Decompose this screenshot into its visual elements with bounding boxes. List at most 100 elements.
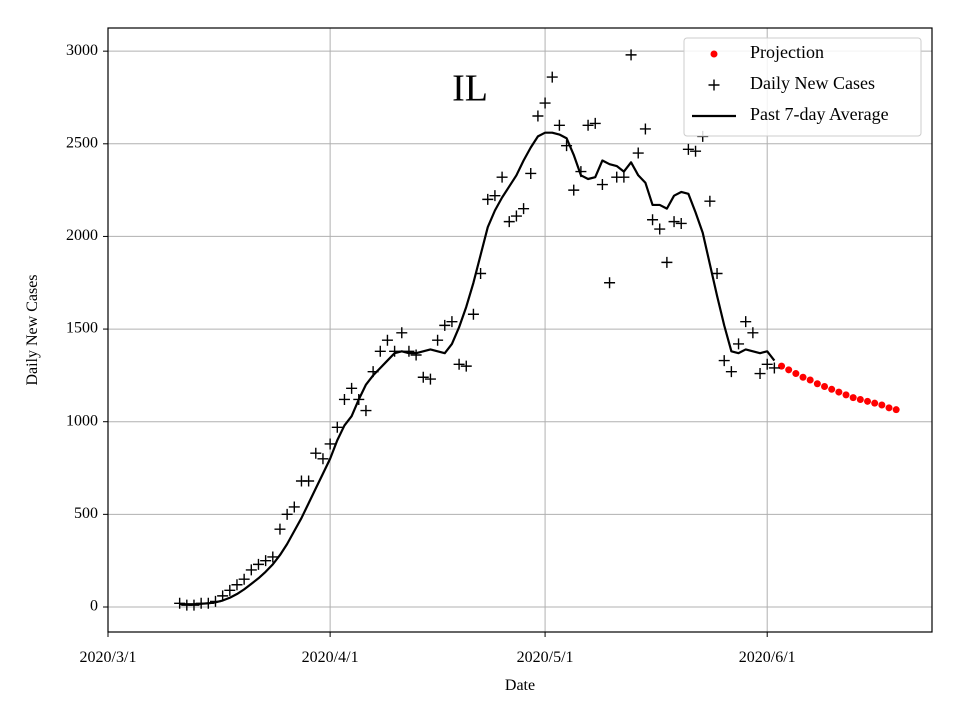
case-marker: [632, 147, 644, 159]
projection-point: [892, 406, 900, 414]
y-tick-label: 2000: [66, 227, 98, 244]
case-marker: [661, 256, 673, 268]
y-tick-label: 3000: [66, 42, 98, 59]
case-marker: [675, 217, 687, 229]
case-marker: [467, 308, 479, 320]
case-marker: [553, 119, 565, 131]
case-marker: [690, 145, 702, 157]
case-marker: [460, 360, 472, 372]
case-marker: [496, 171, 508, 183]
case-marker: [453, 358, 465, 370]
case-marker: [668, 216, 680, 228]
case-marker: [417, 371, 429, 383]
case-marker: [711, 267, 723, 279]
x-tick-label: 2020/4/1: [302, 649, 359, 666]
case-marker: [432, 334, 444, 346]
case-marker: [539, 97, 551, 109]
case-marker: [274, 523, 286, 535]
y-tick-label: 500: [74, 505, 98, 522]
x-tick-label: 2020/3/1: [80, 649, 137, 666]
case-marker: [245, 564, 257, 576]
projection-point: [813, 380, 821, 388]
legend-swatch: [710, 50, 718, 58]
case-marker: [596, 179, 608, 191]
y-tick-label: 1000: [66, 412, 98, 429]
case-marker: [704, 195, 716, 207]
projection-point: [785, 366, 793, 374]
legend-swatch: [708, 79, 720, 91]
case-marker: [338, 393, 350, 405]
case-marker: [310, 447, 322, 459]
case-marker: [288, 501, 300, 513]
case-marker: [503, 216, 515, 228]
case-marker: [625, 49, 637, 61]
case-marker: [317, 453, 329, 465]
case-marker: [346, 382, 358, 394]
case-marker: [510, 210, 522, 222]
case-marker: [768, 362, 780, 374]
case-marker: [518, 203, 530, 215]
case-marker: [252, 558, 264, 570]
projection-point: [835, 388, 843, 396]
projection-point: [792, 370, 800, 378]
case-marker: [725, 366, 737, 378]
projection-point: [821, 383, 829, 391]
x-axis-label: Date: [505, 677, 535, 694]
legend-label: Past 7-day Average: [750, 104, 889, 124]
case-marker: [381, 334, 393, 346]
y-tick-label: 2500: [66, 134, 98, 151]
projection-point: [885, 404, 893, 412]
case-marker: [682, 143, 694, 155]
case-marker: [733, 338, 745, 350]
case-marker: [424, 373, 436, 385]
case-marker: [532, 110, 544, 122]
case-marker: [654, 223, 666, 235]
case-marker: [396, 327, 408, 339]
case-marker: [360, 405, 372, 417]
case-marker: [410, 349, 422, 361]
case-marker: [525, 167, 537, 179]
projection-point: [864, 397, 872, 405]
x-tick-label: 2020/5/1: [517, 649, 574, 666]
y-tick-label: 0: [90, 598, 98, 615]
case-marker: [324, 438, 336, 450]
case-marker: [439, 319, 451, 331]
projection-point: [799, 373, 807, 381]
case-marker: [582, 119, 594, 131]
case-marker: [761, 358, 773, 370]
case-marker: [489, 190, 501, 202]
case-marker: [589, 117, 601, 129]
case-marker: [267, 551, 279, 563]
legend-label: Projection: [750, 42, 824, 62]
case-marker: [260, 555, 272, 567]
projection-point: [871, 399, 879, 407]
case-marker: [754, 368, 766, 380]
y-tick-label: 1500: [66, 320, 98, 337]
y-axis-label: Daily New Cases: [24, 274, 41, 385]
projection-point: [878, 401, 886, 409]
x-tick-label: 2020/6/1: [739, 649, 796, 666]
case-marker: [740, 316, 752, 328]
legend-label: Daily New Cases: [750, 73, 875, 93]
chart-title: IL: [452, 68, 488, 110]
case-marker: [238, 573, 250, 585]
projection-point: [849, 394, 857, 402]
legend-box: [683, 37, 922, 137]
case-marker: [231, 579, 243, 591]
case-marker: [331, 421, 343, 433]
projection-point: [842, 391, 850, 399]
case-marker: [281, 508, 293, 520]
case-marker: [639, 123, 651, 135]
case-marker: [568, 184, 580, 196]
case-marker: [374, 345, 386, 357]
projection-point: [856, 395, 864, 403]
case-marker: [224, 584, 236, 596]
projection-point: [806, 376, 814, 384]
case-marker: [303, 475, 315, 487]
case-marker: [618, 171, 630, 183]
axes-frame: [107, 27, 933, 633]
case-marker: [482, 193, 494, 205]
case-marker: [546, 71, 558, 83]
case-marker: [446, 316, 458, 328]
